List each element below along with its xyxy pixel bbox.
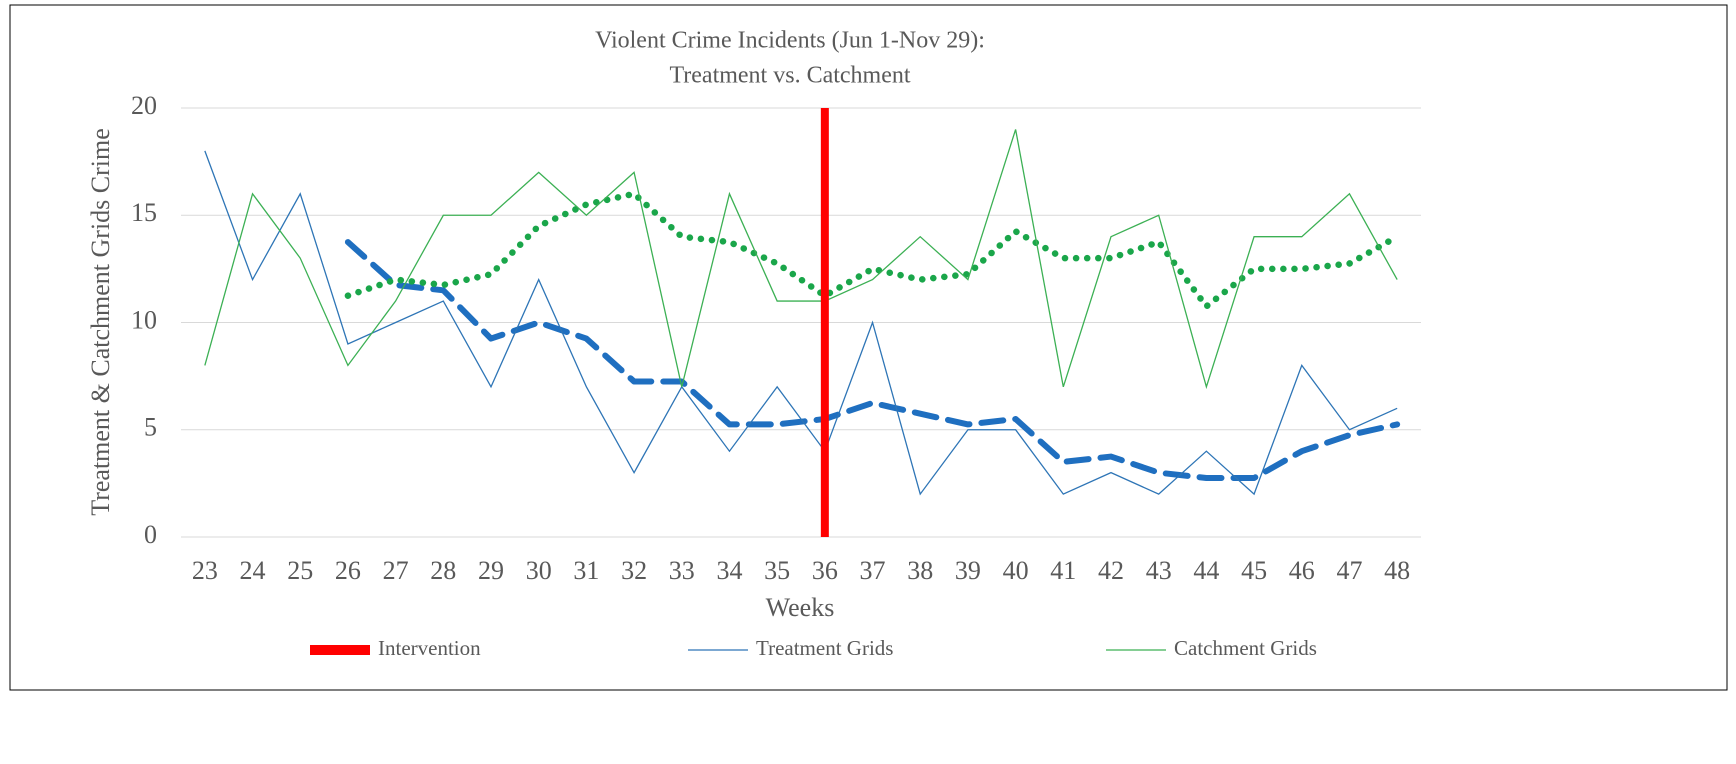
y-axis-label: Treatment & Catchment Grids Crime: [86, 128, 115, 516]
x-tick-label: 38: [907, 556, 933, 585]
x-tick-label: 26: [335, 556, 361, 585]
x-tick-label: 37: [860, 556, 886, 585]
trendline: [344, 239, 1401, 482]
x-tick-label: 35: [764, 556, 790, 585]
y-tick-label: 15: [131, 198, 157, 227]
x-tick-label: 31: [573, 556, 599, 585]
legend-label: Catchment Grids: [1174, 636, 1317, 660]
x-tick-label: 42: [1098, 556, 1124, 585]
x-tick-label: 40: [1003, 556, 1029, 585]
chart-frame: [9, 4, 1728, 691]
x-tick-label: 43: [1146, 556, 1172, 585]
x-tick-label: 46: [1289, 556, 1315, 585]
x-tick-label: 48: [1384, 556, 1410, 585]
chart-title: Violent Crime Incidents (Jun 1-Nov 29):: [595, 28, 985, 54]
x-tick-label: 33: [669, 556, 695, 585]
x-tick-label: 32: [621, 556, 647, 585]
trendline: [344, 190, 1401, 310]
legend-label: Intervention: [378, 636, 481, 660]
x-tick-label: 25: [287, 556, 313, 585]
y-tick-label: 20: [131, 91, 157, 120]
x-tick-label: 36: [812, 556, 838, 585]
x-tick-label: 30: [526, 556, 552, 585]
x-tick-label: 28: [430, 556, 456, 585]
series-line: [204, 150, 1398, 496]
x-tick-label: 39: [955, 556, 981, 585]
x-tick-label: 44: [1193, 556, 1219, 585]
chart-title: Treatment vs. Catchment: [669, 63, 910, 89]
x-tick-label: 47: [1336, 556, 1362, 585]
x-tick-label: 24: [240, 556, 266, 585]
x-tick-label: 27: [383, 556, 409, 585]
y-tick-label: 5: [144, 413, 157, 442]
series-line: [204, 129, 1398, 390]
x-tick-label: 29: [478, 556, 504, 585]
legend-label: Treatment Grids: [756, 636, 893, 660]
x-tick-label: 41: [1050, 556, 1076, 585]
x-tick-label: 45: [1241, 556, 1267, 585]
x-tick-label: 34: [716, 556, 742, 585]
x-axis-label: Weeks: [766, 593, 835, 622]
y-tick-label: 0: [144, 520, 157, 549]
x-tick-label: 23: [192, 556, 218, 585]
y-tick-label: 10: [131, 305, 157, 334]
